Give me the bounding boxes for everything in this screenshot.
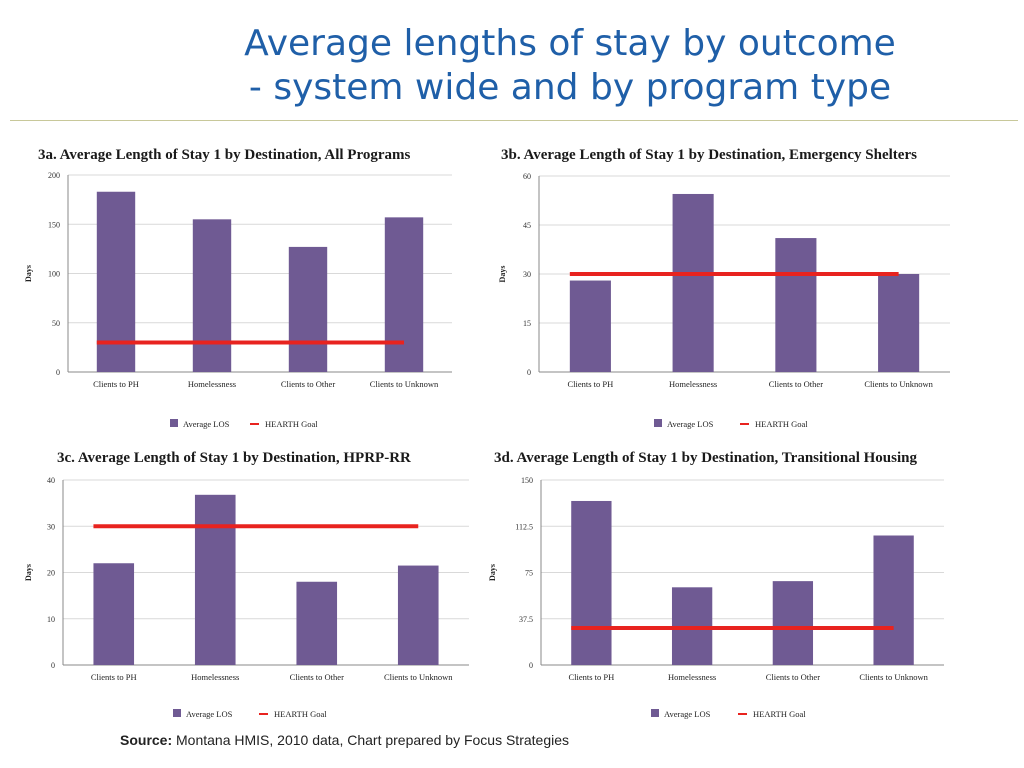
x-tick-label: Clients to PH: [567, 379, 613, 389]
y-tick-label: 112.5: [515, 522, 533, 531]
x-tick-label: Homelessness: [668, 672, 716, 682]
y-tick-label: 150: [521, 476, 533, 485]
y-axis-label: Days: [498, 266, 507, 283]
bar-clients-to-unknown: [397, 565, 439, 665]
y-tick-label: 60: [523, 172, 531, 181]
bar-clients-to-ph: [96, 191, 136, 372]
bar-homelessness: [672, 193, 714, 372]
legend-swatch-average-los: [651, 709, 659, 717]
chart-title: 3c. Average Length of Stay 1 by Destinat…: [57, 450, 411, 466]
y-tick-label: 50: [52, 319, 60, 328]
chart-3b: 3b. Average Length of Stay 1 by Destinat…: [498, 147, 950, 429]
y-tick-label: 30: [523, 270, 531, 279]
legend-label-hearth-goal: HEARTH Goal: [265, 419, 318, 429]
y-tick-label: 0: [56, 368, 60, 377]
y-axis-label: Days: [24, 265, 33, 282]
slide-title-line-1: Average lengths of stay by outcome: [244, 23, 896, 64]
x-tick-label: Clients to Unknown: [384, 672, 453, 682]
x-tick-label: Clients to PH: [568, 672, 614, 682]
bar-clients-to-unknown: [873, 535, 914, 665]
y-tick-label: 75: [525, 569, 533, 578]
bar-clients-to-other: [775, 238, 817, 372]
y-tick-label: 40: [47, 476, 55, 485]
bar-clients-to-ph: [571, 500, 612, 665]
x-tick-label: Homelessness: [188, 379, 236, 389]
chart-title: 3b. Average Length of Stay 1 by Destinat…: [501, 147, 917, 163]
y-axis-label: Days: [24, 564, 33, 581]
y-tick-label: 0: [529, 661, 533, 670]
legend-swatch-average-los: [173, 709, 181, 717]
bar-clients-to-other: [772, 581, 814, 665]
x-tick-label: Homelessness: [669, 379, 717, 389]
legend-swatch-average-los: [654, 419, 662, 427]
x-tick-label: Clients to Other: [290, 672, 344, 682]
bar-clients-to-other: [296, 581, 338, 665]
title-divider: [10, 120, 1018, 121]
bar-clients-to-unknown: [878, 274, 920, 372]
source-text: Montana HMIS, 2010 data, Chart prepared …: [176, 732, 570, 748]
chart-title: 3d. Average Length of Stay 1 by Destinat…: [494, 450, 917, 466]
legend-label-hearth-goal: HEARTH Goal: [755, 419, 808, 429]
y-tick-label: 0: [51, 661, 55, 670]
bar-clients-to-ph: [93, 563, 135, 665]
y-tick-label: 20: [47, 569, 55, 578]
chart-3a: 3a. Average Length of Stay 1 by Destinat…: [24, 147, 452, 429]
source-note: Source: Montana HMIS, 2010 data, Chart p…: [120, 732, 569, 748]
x-tick-label: Clients to Unknown: [370, 379, 439, 389]
legend-label-average-los: Average LOS: [667, 419, 714, 429]
bar-clients-to-unknown: [384, 217, 424, 372]
x-tick-label: Clients to Unknown: [864, 379, 933, 389]
x-tick-label: Clients to Other: [766, 672, 820, 682]
legend-label-hearth-goal: HEARTH Goal: [274, 709, 327, 719]
x-tick-label: Clients to PH: [93, 379, 139, 389]
x-tick-label: Clients to Other: [769, 379, 823, 389]
y-tick-label: 45: [523, 221, 531, 230]
y-tick-label: 30: [47, 522, 55, 531]
y-tick-label: 0: [527, 368, 531, 377]
y-tick-label: 150: [48, 220, 60, 229]
legend-label-average-los: Average LOS: [183, 419, 230, 429]
x-tick-label: Clients to PH: [91, 672, 137, 682]
y-tick-label: 10: [47, 615, 55, 624]
chart-title: 3a. Average Length of Stay 1 by Destinat…: [38, 147, 411, 163]
bar-clients-to-ph: [569, 280, 611, 372]
y-axis-label: Days: [488, 564, 497, 581]
legend-swatch-average-los: [170, 419, 178, 427]
chart-panel-3d: 3d. Average Length of Stay 1 by Destinat…: [487, 446, 997, 730]
chart-panel-3a: 3a. Average Length of Stay 1 by Destinat…: [23, 143, 479, 433]
bar-homelessness: [194, 494, 236, 665]
x-tick-label: Clients to Unknown: [859, 672, 928, 682]
slide-title: Average lengths of stay by outcome - sys…: [240, 22, 900, 110]
chart-panel-3c: 3c. Average Length of Stay 1 by Destinat…: [23, 446, 479, 730]
bar-clients-to-other: [288, 246, 328, 372]
y-tick-label: 37.5: [519, 615, 533, 624]
legend-label-average-los: Average LOS: [186, 709, 233, 719]
slide-title-line-2: - system wide and by program type: [248, 67, 892, 108]
bar-homelessness: [192, 219, 232, 372]
y-tick-label: 100: [48, 270, 60, 279]
x-tick-label: Clients to Other: [281, 379, 335, 389]
source-label: Source:: [120, 732, 173, 748]
y-tick-label: 15: [523, 319, 531, 328]
chart-3d: 3d. Average Length of Stay 1 by Destinat…: [488, 450, 944, 719]
legend-label-average-los: Average LOS: [664, 709, 711, 719]
chart-panel-3b: 3b. Average Length of Stay 1 by Destinat…: [497, 143, 997, 433]
x-tick-label: Homelessness: [191, 672, 239, 682]
chart-3c: 3c. Average Length of Stay 1 by Destinat…: [24, 450, 469, 719]
legend-label-hearth-goal: HEARTH Goal: [753, 709, 806, 719]
y-tick-label: 200: [48, 171, 60, 180]
